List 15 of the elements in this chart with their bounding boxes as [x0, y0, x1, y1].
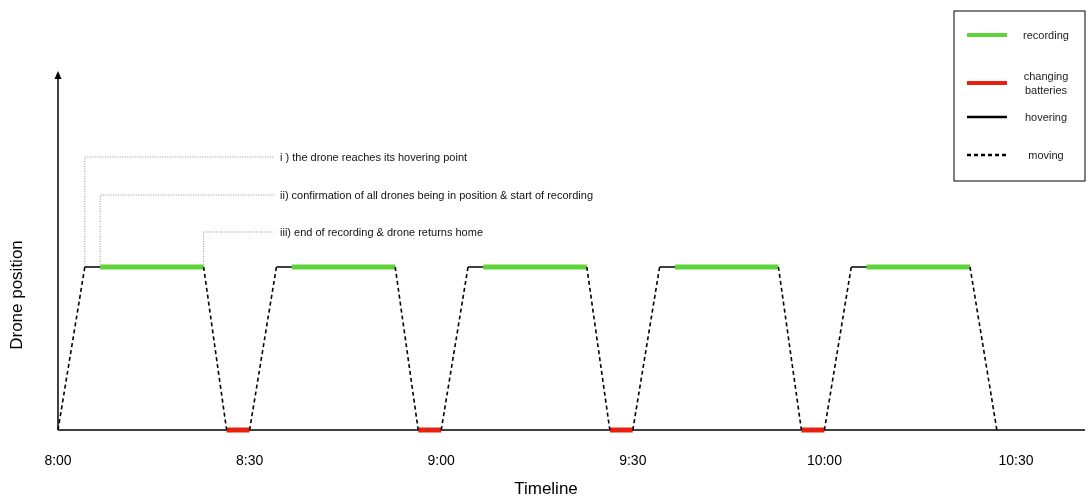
y-axis-title: Drone position — [7, 240, 26, 350]
x-axis-title: Timeline — [514, 479, 578, 498]
annotation: i ) the drone reaches its hovering point — [280, 151, 468, 163]
x-tick-label: 10:30 — [998, 452, 1034, 468]
annotation: ii) confirmation of all drones being in position & start of recording — [280, 189, 594, 201]
x-tick-label: 9:00 — [427, 452, 456, 468]
x-tick-label: 8:00 — [44, 452, 72, 468]
legend-label: hovering — [1024, 111, 1068, 123]
legend-label: changing batteries — [1023, 70, 1069, 96]
x-tick-label: 10:00 — [806, 452, 843, 468]
x-tick-label: 9:30 — [619, 452, 647, 468]
annotation: iii) end of recording & drone returns home — [280, 226, 483, 238]
x-tick-label: 8:30 — [235, 452, 264, 468]
legend-label: moving — [1028, 149, 1064, 161]
legend-label: recording — [1023, 29, 1069, 41]
